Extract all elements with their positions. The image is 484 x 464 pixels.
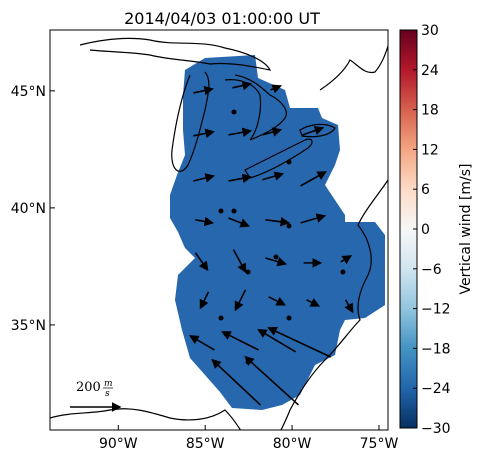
- north-coast: [319, 44, 388, 91]
- y-tick-label: 45°N: [11, 84, 46, 100]
- wind-vector: [302, 125, 325, 136]
- city-dot: [218, 315, 224, 321]
- wind-vector: [195, 216, 215, 227]
- city-dot: [286, 223, 292, 229]
- wind-vector: [340, 255, 353, 265]
- wind-vector: [193, 173, 215, 183]
- city-dot: [273, 254, 279, 260]
- wind-vector: [300, 213, 327, 224]
- wind-vector: [194, 252, 209, 272]
- colorbar-tick-label: 18: [421, 103, 439, 119]
- colorbar-label: Vertical wind [m/s]: [458, 164, 474, 295]
- map-frame: [49, 29, 389, 431]
- wind-vector: [306, 297, 321, 307]
- colorbar-tick-label: 0: [421, 222, 430, 238]
- wind-vector: [265, 257, 288, 267]
- wind-vector: [344, 299, 354, 314]
- colorbar-tick-label: 30: [421, 23, 439, 39]
- colorbar-tick-label: 6: [421, 182, 430, 198]
- wind-vector: [265, 217, 291, 227]
- x-tick-label: 80°W: [273, 436, 312, 452]
- wind-vectors: [189, 80, 354, 406]
- wind-vector: [267, 327, 331, 358]
- city-dot: [231, 208, 237, 214]
- lake-ontario: [299, 123, 336, 138]
- wind-vector: [211, 358, 261, 406]
- city-dot: [218, 208, 224, 214]
- map-area: [50, 37, 388, 430]
- city-dot: [340, 269, 346, 275]
- wind-vector: [268, 296, 287, 306]
- wind-vector: [300, 171, 327, 187]
- colorbar-tick-label: 24: [421, 63, 439, 79]
- wind-vector: [193, 85, 214, 96]
- wind-vector: [228, 217, 250, 228]
- wind-vector: [257, 329, 296, 353]
- y-tick-label: 35°N: [11, 318, 46, 334]
- wind-vector: [234, 289, 247, 312]
- colorbar-tick-label: 12: [421, 142, 439, 158]
- city-dot: [286, 159, 292, 165]
- wind-vector: [193, 128, 215, 139]
- city-dot: [245, 269, 251, 275]
- wind-vector: [228, 127, 253, 138]
- lake-michigan: [171, 71, 210, 172]
- colorbar-tick-label: −30: [421, 421, 451, 437]
- axes: 90°W 85°W 80°W 75°W 35°N 40°N 45°N 30 24 18 12 6 0 −6…: [11, 23, 451, 452]
- colorbar-tick-label: −18: [421, 341, 451, 357]
- wind-vector: [262, 127, 283, 137]
- x-tick-label: 85°W: [186, 436, 225, 452]
- x-tick-label: 90°W: [99, 436, 138, 452]
- city-dot: [286, 315, 292, 321]
- wind-vector: [221, 331, 259, 351]
- lake-huron: [224, 74, 287, 141]
- wind-vector: [232, 80, 253, 91]
- colorbar-tick-label: −12: [421, 302, 451, 318]
- wind-vector: [228, 173, 253, 184]
- east-coast: [280, 179, 388, 430]
- wind-vector: [244, 355, 300, 406]
- wind-field: [170, 55, 385, 410]
- gulf-coast: [50, 408, 242, 430]
- reference-value: 200: [76, 380, 101, 395]
- colorbar-tick-label: −24: [421, 381, 451, 397]
- reference-arrow: 200 ms: [70, 379, 122, 412]
- reference-unit-numerator: m: [104, 379, 113, 389]
- colorbar-tick-label: −6: [421, 262, 442, 278]
- lake-erie: [244, 138, 313, 179]
- wind-vector: [232, 249, 247, 274]
- x-tick-label: 75°W: [360, 436, 399, 452]
- city-dot: [231, 109, 237, 115]
- wind-vector: [189, 335, 215, 351]
- lake-superior: [79, 37, 272, 71]
- reference-unit-denominator: s: [105, 389, 110, 399]
- wind-vector: [270, 84, 283, 94]
- y-tick-label: 40°N: [11, 201, 46, 217]
- map-title: 2014/04/03 01:00:00 UT: [124, 9, 320, 28]
- wind-vector: [262, 171, 285, 181]
- wind-vector: [199, 291, 210, 310]
